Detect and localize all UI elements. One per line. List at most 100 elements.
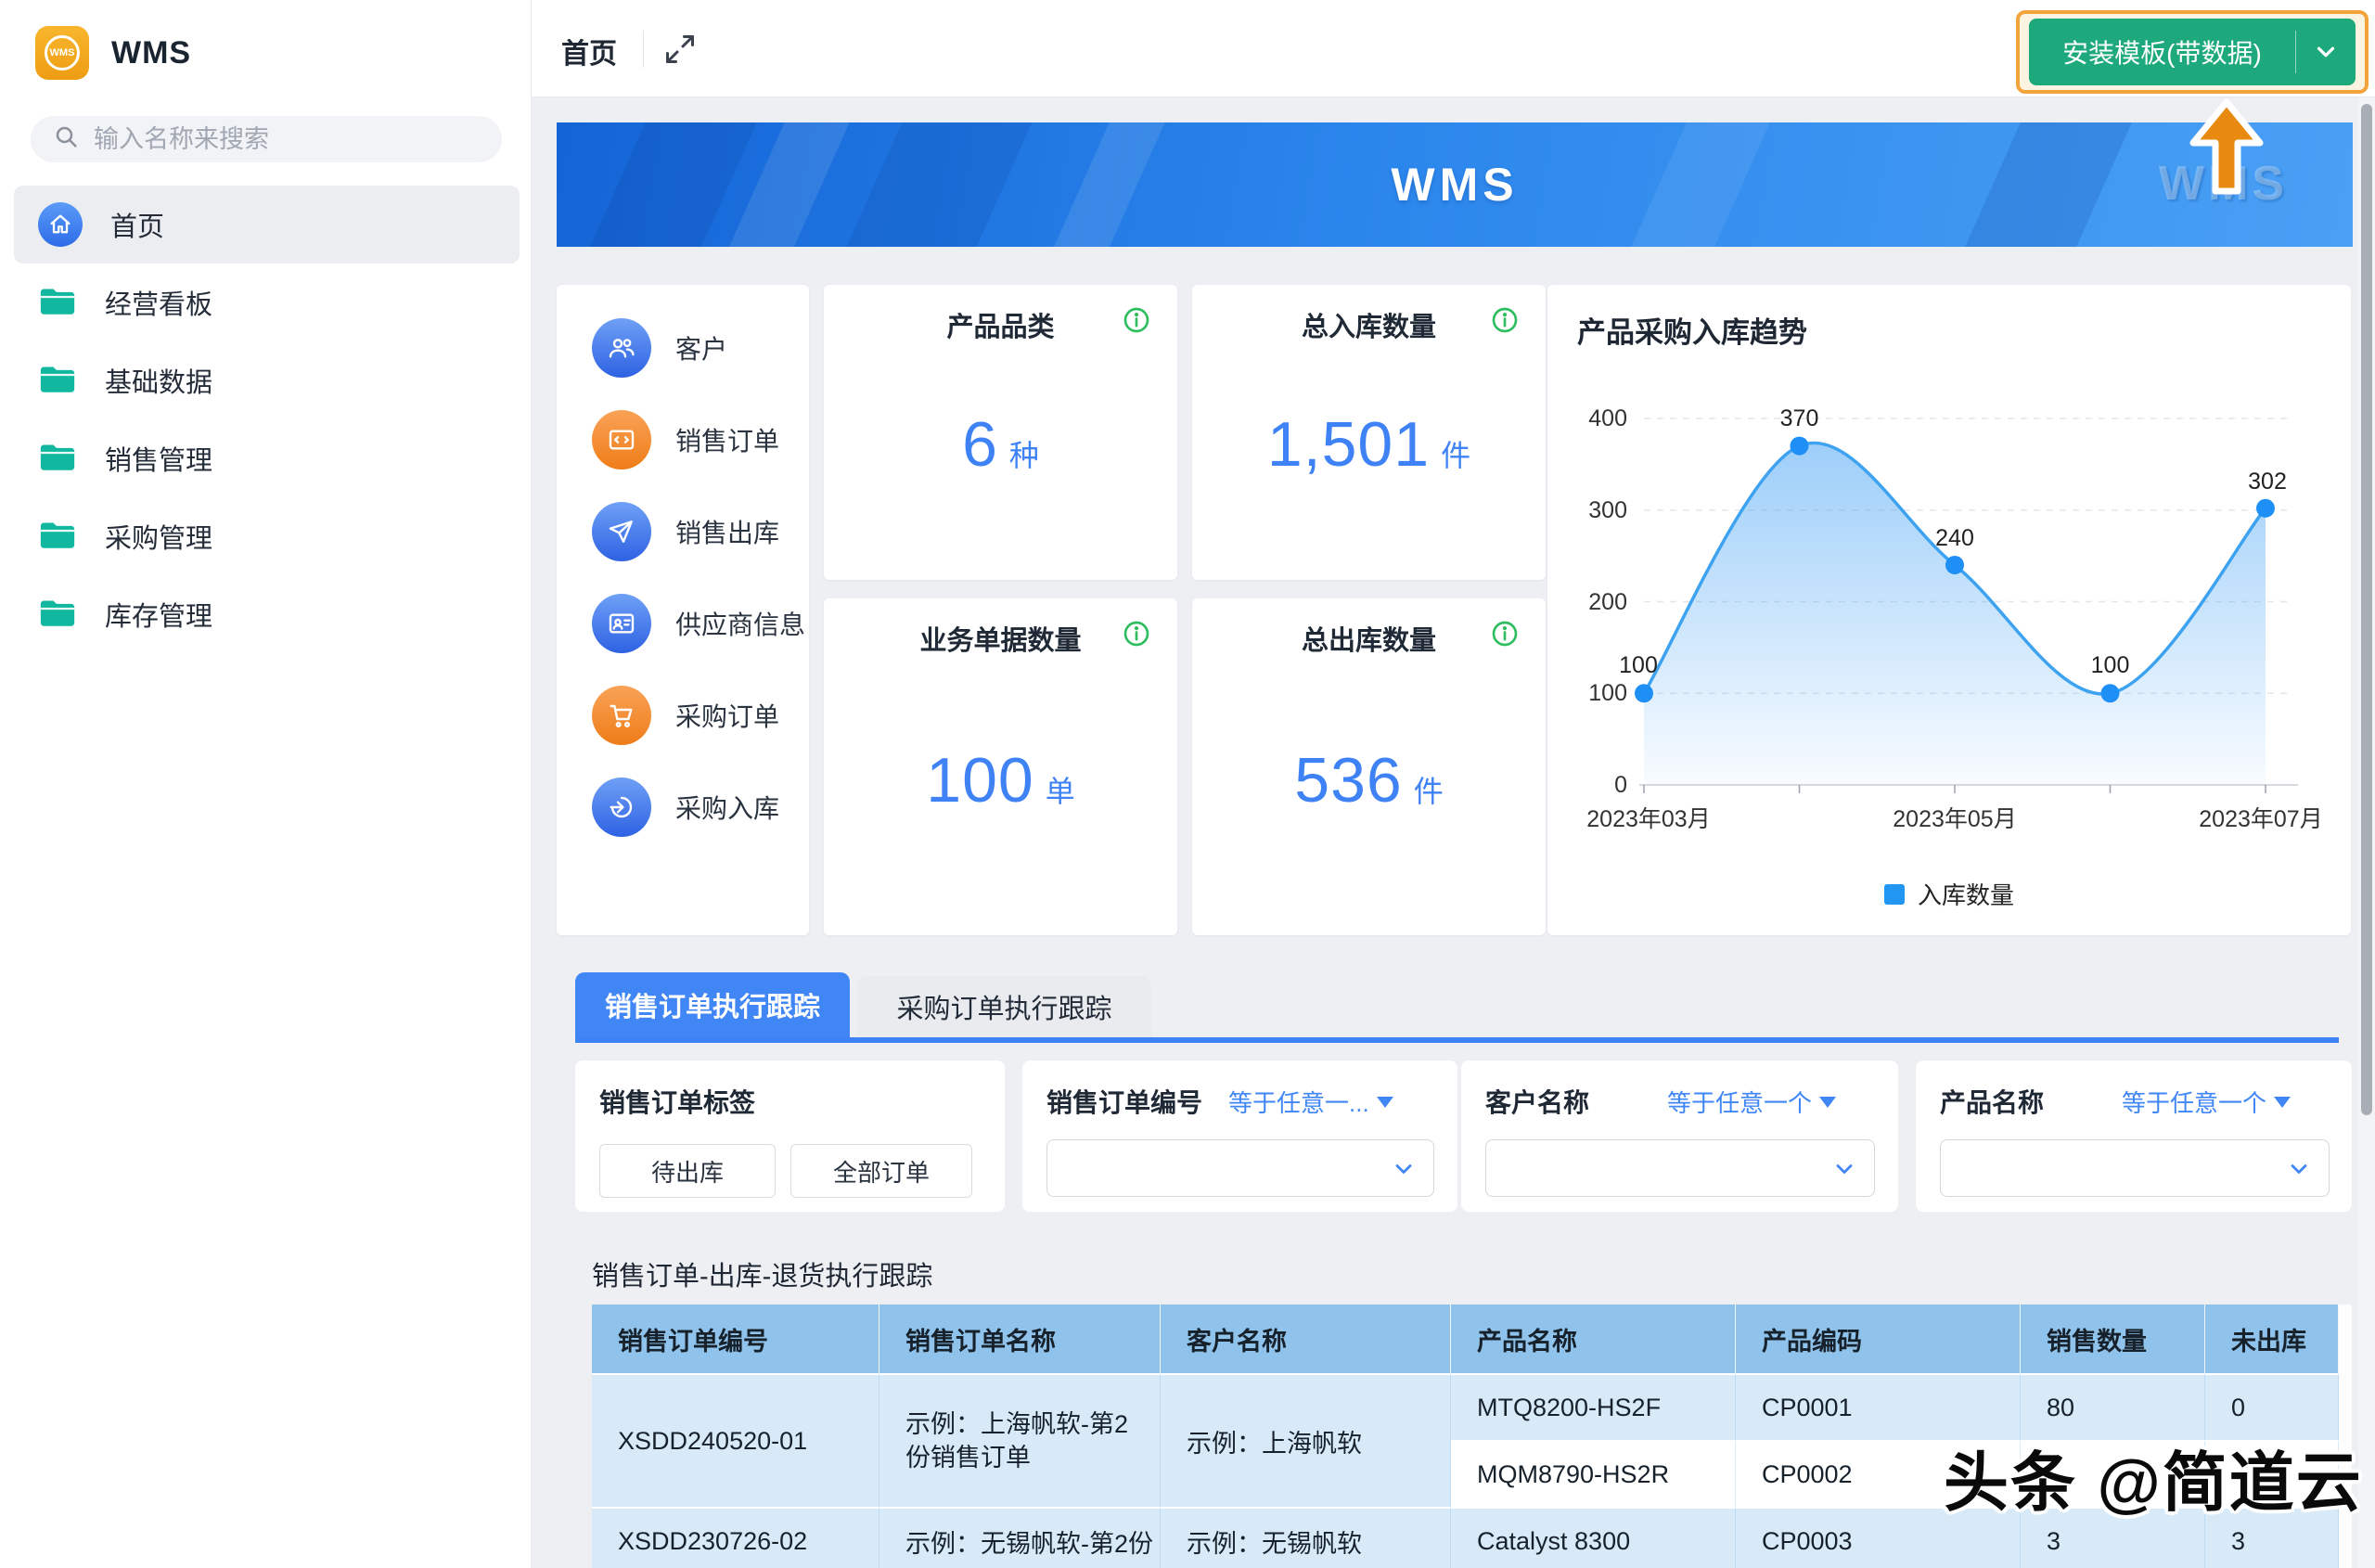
sidebar-item-dashboard[interactable]: 经营看板 [14, 263, 520, 341]
sidebar-item-basedata[interactable]: 基础数据 [14, 341, 520, 419]
sidebar-search[interactable] [31, 116, 502, 162]
col-header: 产品名称 [1451, 1305, 1736, 1373]
folder-icon [38, 441, 77, 477]
cart-icon [592, 685, 651, 745]
cell-pending-qty: 3 [2205, 1507, 2339, 1568]
cell-sales-qty: 80 [2021, 1373, 2205, 1440]
annotation-arrow-up [2178, 96, 2275, 203]
stat-title: 业务单据数量 [919, 626, 1082, 656]
sidebar-menu: 首页 经营看板 基础数据 销售管理 采购管理 库存管理 [14, 186, 520, 653]
page-scrollbar-thumb[interactable] [2361, 104, 2372, 1115]
quick-link-purchase-inbound[interactable]: 采购入库 [557, 761, 809, 853]
cell-product-code: CP0001 [1736, 1373, 2021, 1440]
col-header: 销售订单名称 [879, 1305, 1161, 1373]
data-label: 100 [1619, 652, 1658, 678]
cell-order-no: XSDD240520-01 [592, 1373, 879, 1507]
quick-link-supplier[interactable]: 供应商信息 [557, 577, 809, 669]
cell-customer: 示例：上海帆软 [1161, 1373, 1451, 1507]
info-icon[interactable] [1490, 305, 1520, 340]
stat-card-total-outbound: 总出库数量 536 件 [1192, 598, 1546, 935]
wms-banner: WMS WMS [557, 122, 2353, 247]
trend-chart-card: 产品采购入库趋势 100 370 240 100 [1547, 285, 2351, 935]
order-no-select[interactable] [1046, 1139, 1434, 1197]
inbound-trend-area-chart: 100 370 240 100 302 400 300 200 100 0 20… [1586, 405, 2322, 832]
col-header: 客户名称 [1161, 1305, 1451, 1373]
y-tick: 100 [1588, 680, 1627, 706]
cell-order-no: XSDD230726-02 [592, 1507, 879, 1568]
stat-title: 总入库数量 [1301, 313, 1436, 342]
fullscreen-icon[interactable] [663, 32, 697, 71]
install-button-label[interactable]: 安装模板(带数据) [2062, 39, 2262, 68]
filter-operator[interactable]: 等于任意一个 [2122, 1085, 2292, 1119]
folder-icon [38, 285, 77, 321]
y-tick: 0 [1614, 772, 1627, 798]
data-label: 370 [1780, 405, 1819, 431]
cell-sales-qty: 3 [2021, 1507, 2205, 1568]
data-point [1790, 436, 1809, 456]
chart-legend[interactable]: 入库数量 [1547, 877, 2351, 911]
stat-value: 6 [962, 408, 998, 480]
stat-value: 536 [1294, 745, 1403, 816]
search-input[interactable] [94, 124, 446, 154]
caret-down-icon [1819, 1096, 1837, 1108]
customer-select[interactable] [1485, 1139, 1875, 1197]
area-fill [1644, 443, 2266, 785]
tracking-table-title: 销售订单-出库-退货执行跟踪 [592, 1262, 933, 1292]
sidebar-item-sales[interactable]: 销售管理 [14, 419, 520, 497]
app-name: WMS [111, 34, 192, 71]
tab-sales-order-tracking[interactable]: 销售订单执行跟踪 [575, 972, 850, 1037]
install-dropdown-caret[interactable] [2296, 38, 2356, 66]
sidebar-item-label: 经营看板 [105, 290, 213, 320]
data-point [2100, 684, 2120, 703]
caret-down-icon [2274, 1096, 2292, 1108]
sidebar: WMS WMS 首页 经营看板 基础数据 销售管理 采购管理 [0, 0, 532, 1568]
cell-product-name: Catalyst 8300 [1451, 1507, 1736, 1568]
info-icon[interactable] [1490, 619, 1520, 653]
cell-sales-qty [2021, 1440, 2205, 1507]
filter-product-name: 产品名称 等于任意一个 [1916, 1060, 2352, 1212]
tab-underline [575, 1037, 2339, 1043]
filter-order-no: 销售订单编号 等于任意一... [1022, 1060, 1457, 1212]
sales-order-icon [592, 409, 651, 469]
cell-order-name: 示例：上海帆软-第2份销售订单 [879, 1373, 1161, 1507]
filter-button-all-orders[interactable]: 全部订单 [790, 1144, 972, 1198]
data-label: 240 [1935, 525, 1974, 551]
chevron-down-icon [1836, 1164, 1853, 1174]
quick-link-sales-order[interactable]: 销售订单 [557, 393, 809, 485]
sidebar-item-purchase[interactable]: 采购管理 [14, 497, 520, 575]
quick-link-purchase-order[interactable]: 采购订单 [557, 669, 809, 761]
sidebar-item-label: 销售管理 [105, 446, 213, 476]
info-icon[interactable] [1122, 305, 1151, 340]
info-icon[interactable] [1122, 619, 1151, 653]
sidebar-item-label: 首页 [110, 212, 165, 242]
wms-logo-text: WMS [45, 35, 80, 71]
quick-link-label: 销售订单 [675, 426, 780, 456]
home-icon [38, 202, 83, 247]
cell-customer: 示例：无锡帆软 [1161, 1507, 1451, 1568]
sidebar-item-home[interactable]: 首页 [14, 186, 520, 263]
x-tick: 2023年05月 [1893, 806, 2016, 832]
y-tick: 400 [1588, 405, 1627, 431]
product-select[interactable] [1940, 1139, 2330, 1197]
app-logo: WMS WMS [35, 26, 191, 80]
filter-operator[interactable]: 等于任意一... [1228, 1085, 1393, 1119]
sidebar-item-label: 采购管理 [105, 524, 213, 554]
sidebar-item-inventory[interactable]: 库存管理 [14, 575, 520, 653]
cell-product-name: MQM8790-HS2R [1451, 1440, 1736, 1507]
filter-operator[interactable]: 等于任意一个 [1667, 1085, 1837, 1119]
x-tick: 2023年03月 [1586, 806, 1710, 832]
page-title[interactable]: 首页 [561, 39, 617, 70]
quick-link-label: 销售出库 [675, 518, 780, 547]
data-point [2256, 498, 2275, 518]
quick-link-customer[interactable]: 客户 [557, 302, 809, 393]
wms-logo-icon: WMS [35, 26, 89, 80]
install-template-button[interactable]: 安装模板(带数据) [2029, 19, 2356, 85]
data-label: 100 [2091, 652, 2130, 678]
cell-product-code: CP0002 [1736, 1440, 2021, 1507]
supplier-card-icon [592, 593, 651, 653]
tab-purchase-order-tracking[interactable]: 采购订单执行跟踪 [857, 976, 1151, 1037]
stat-unit: 单 [1045, 775, 1075, 809]
filter-button-pending-outbound[interactable]: 待出库 [599, 1144, 776, 1198]
stat-card-doc-count: 业务单据数量 100 单 [824, 598, 1177, 935]
quick-link-sales-outbound[interactable]: 销售出库 [557, 485, 809, 577]
